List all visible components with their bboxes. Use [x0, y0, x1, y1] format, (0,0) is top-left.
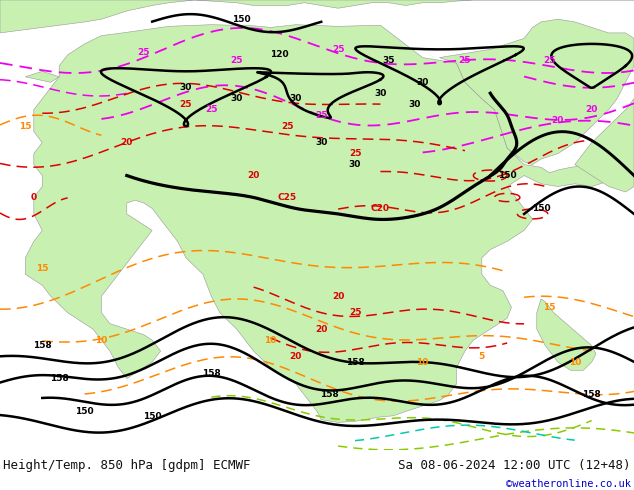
Text: 25: 25	[332, 45, 344, 54]
Text: C25: C25	[278, 193, 297, 202]
Text: 25: 25	[230, 56, 243, 65]
Text: 158: 158	[33, 341, 51, 350]
Text: 30: 30	[349, 160, 361, 169]
Text: 25: 25	[281, 122, 294, 131]
Text: 30: 30	[374, 89, 387, 98]
Text: 35: 35	[382, 56, 395, 65]
Text: Height/Temp. 850 hPa [gdpm] ECMWF: Height/Temp. 850 hPa [gdpm] ECMWF	[3, 459, 250, 471]
Text: 20: 20	[247, 171, 260, 180]
Text: 150: 150	[143, 413, 162, 421]
Text: 150: 150	[498, 171, 517, 180]
Text: 10: 10	[264, 336, 276, 344]
Text: 158: 158	[320, 391, 339, 399]
Text: 25: 25	[138, 48, 150, 57]
Text: 10: 10	[417, 358, 429, 367]
Text: 30: 30	[290, 94, 302, 103]
Polygon shape	[25, 24, 609, 422]
Text: 10: 10	[95, 336, 108, 344]
Text: 158: 158	[202, 368, 221, 377]
Text: 25: 25	[205, 105, 217, 114]
Text: 20: 20	[290, 352, 302, 361]
Text: 15: 15	[543, 303, 556, 312]
Text: 20: 20	[332, 292, 344, 301]
Text: 25: 25	[315, 111, 328, 120]
Text: 150: 150	[231, 15, 250, 24]
Text: 150: 150	[75, 407, 94, 416]
Text: 20: 20	[120, 138, 133, 147]
Text: 5: 5	[479, 352, 485, 361]
Text: ©weatheronline.co.uk: ©weatheronline.co.uk	[506, 479, 631, 489]
Text: 20: 20	[586, 105, 598, 114]
Text: 25: 25	[179, 100, 192, 109]
Text: 20: 20	[552, 116, 564, 125]
Polygon shape	[25, 72, 59, 82]
Text: 25: 25	[543, 56, 556, 65]
Text: 30: 30	[315, 138, 327, 147]
Text: 30: 30	[231, 94, 243, 103]
Text: 15: 15	[36, 264, 49, 273]
Text: 10: 10	[569, 358, 581, 367]
Text: 30: 30	[417, 78, 429, 87]
Polygon shape	[537, 299, 596, 370]
Text: 158: 158	[346, 358, 365, 367]
Text: 15: 15	[19, 122, 32, 131]
Text: 150: 150	[532, 204, 550, 213]
Text: 158: 158	[50, 374, 68, 383]
Text: 25: 25	[458, 56, 471, 65]
Text: 30: 30	[180, 83, 192, 92]
Polygon shape	[575, 99, 634, 192]
Text: 158: 158	[583, 391, 601, 399]
Text: 0: 0	[31, 193, 37, 202]
Text: 25: 25	[349, 149, 361, 158]
Text: Sa 08-06-2024 12:00 UTC (12+48): Sa 08-06-2024 12:00 UTC (12+48)	[398, 459, 631, 471]
Text: 120: 120	[269, 50, 288, 59]
Text: 25: 25	[349, 308, 361, 317]
Text: C20: C20	[371, 204, 390, 213]
Text: 20: 20	[315, 325, 327, 334]
Polygon shape	[439, 19, 634, 165]
Polygon shape	[0, 0, 634, 33]
Text: 30: 30	[408, 100, 420, 109]
